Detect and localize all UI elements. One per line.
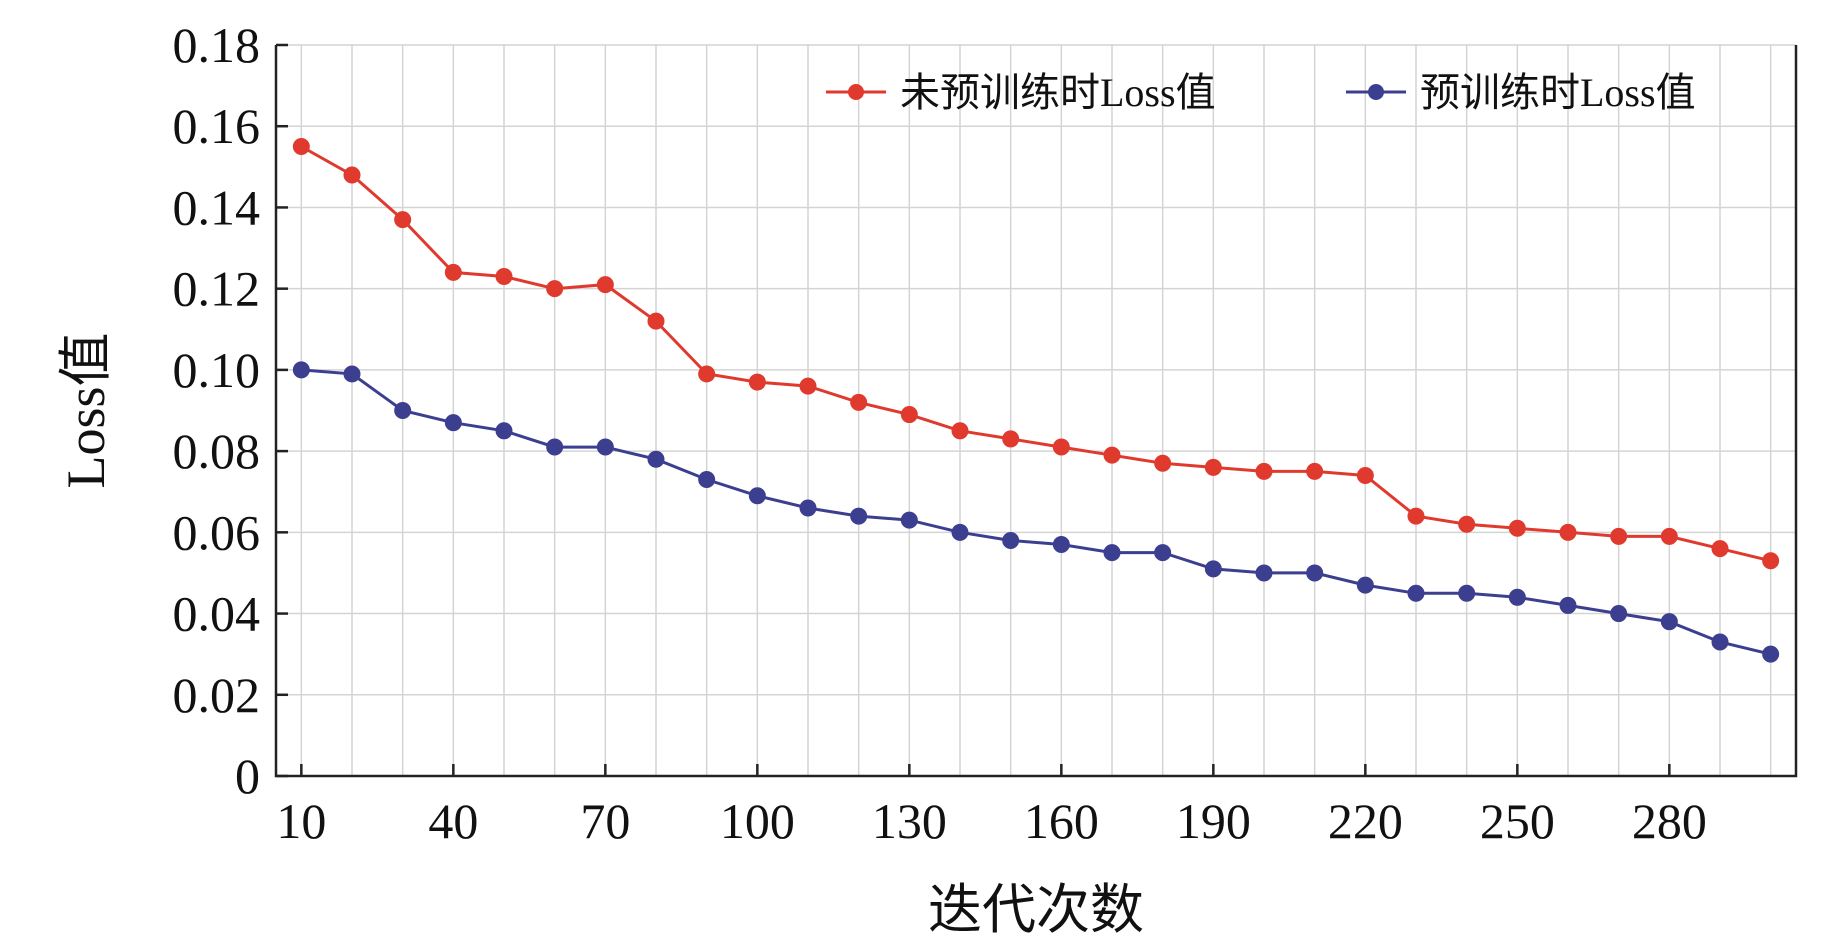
data-point [1762,645,1780,663]
data-point [1610,605,1628,623]
data-point [748,373,766,391]
data-point [546,280,564,298]
data-point [1002,430,1020,448]
data-point [748,487,766,505]
data-point [799,499,817,517]
data-point [1255,462,1273,480]
x-tick-label: 70 [580,793,630,849]
y-tick-label: 0.02 [173,667,261,723]
data-point [1154,454,1172,472]
data-point [1052,536,1070,554]
data-point [495,422,513,440]
series-2 [292,361,1780,663]
data-point [1508,588,1526,606]
x-tick-label: 190 [1176,793,1251,849]
x-tick-label: 100 [720,793,795,849]
x-tick-label: 40 [428,793,478,849]
data-point [1002,531,1020,549]
data-point [1204,458,1222,476]
data-point [1407,507,1425,525]
data-point [394,211,412,229]
data-point [292,361,310,379]
data-point [1458,584,1476,602]
data-point [546,438,564,456]
data-point [1255,564,1273,582]
data-point [444,414,462,432]
data-point [1762,552,1780,570]
data-point [596,276,614,294]
data-point [343,365,361,383]
data-point [1508,519,1526,537]
grid-lines [276,44,1796,776]
series-1 [292,138,1780,570]
data-point [1660,613,1678,631]
data-point [647,450,665,468]
legend-label: 预训练时Loss值 [1420,70,1696,115]
y-axis-title: Loss值 [56,332,116,488]
data-point [343,166,361,184]
legend-swatch-marker [848,84,864,100]
y-tick-label: 0.08 [173,423,261,479]
data-point [698,365,716,383]
data-point [1103,446,1121,464]
axis-ticks: 0 0.02 0.04 0.06 0.08 0.10 0.12 0.14 0.16 0.18 10 4… [173,17,1707,849]
data-point [1356,466,1374,484]
data-point [1559,523,1577,541]
x-tick-label: 280 [1632,793,1707,849]
data-point [1103,544,1121,562]
data-point [1711,540,1729,558]
data-point [444,263,462,281]
data-point [850,507,868,525]
series-line [300,145,1772,563]
data-point [1306,462,1324,480]
data-point [1559,596,1577,614]
legend-entry-2: 预训练时Loss值 [1346,70,1696,115]
data-point [1356,576,1374,594]
y-tick-label: 0.12 [173,261,261,317]
data-point [900,406,918,424]
data-series [292,138,1780,663]
x-tick-label: 130 [872,793,947,849]
data-point [951,422,969,440]
legend-swatch-marker [1368,84,1384,100]
legend-label: 未预训练时Loss值 [900,70,1216,115]
y-tick-label: 0.16 [173,98,261,154]
data-point [900,511,918,529]
y-tick-label: 0.18 [173,17,261,73]
y-tick-label: 0.14 [173,179,261,235]
data-point [1660,527,1678,545]
data-point [596,438,614,456]
data-point [850,393,868,411]
data-point [1711,633,1729,651]
series-line [301,368,1772,656]
y-tick-label: 0.04 [173,586,261,642]
data-point [1154,544,1172,562]
data-point [647,312,665,330]
axes [274,45,1798,778]
x-tick-label: 250 [1480,793,1555,849]
data-point [1407,584,1425,602]
data-point [292,138,310,156]
y-tick-label: 0 [235,748,260,804]
y-tick-label: 0.10 [173,342,261,398]
data-point [1610,527,1628,545]
data-point [799,377,817,395]
data-point [1204,560,1222,578]
data-point [698,471,716,489]
legend: 未预训练时Loss值 预训练时Loss值 [826,70,1696,115]
y-tick-label: 0.06 [173,504,261,560]
x-tick-label: 160 [1024,793,1099,849]
x-tick-label: 220 [1328,793,1403,849]
x-tick-label: 10 [276,793,326,849]
data-point [1052,438,1070,456]
data-point [394,402,412,419]
legend-entry-1: 未预训练时Loss值 [826,70,1216,115]
x-axis-title: 迭代次数 [928,880,1144,940]
data-point [1458,515,1476,533]
plot-frame [274,45,1798,778]
data-point [495,267,513,285]
data-point [951,523,969,541]
data-point [1306,564,1324,582]
